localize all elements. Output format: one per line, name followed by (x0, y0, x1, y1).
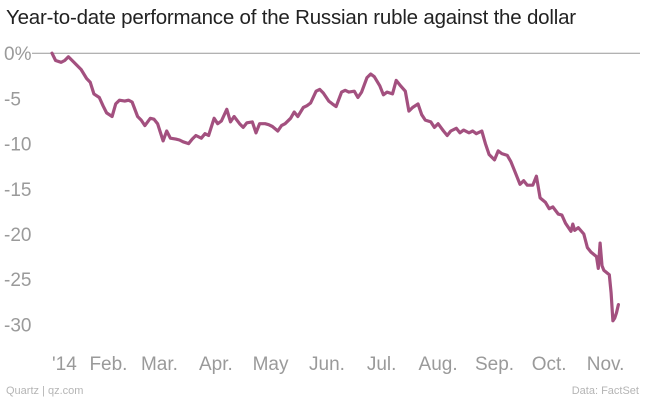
y-tick-label: -10 (4, 135, 31, 156)
footer-credit: Quartz | qz.com (6, 385, 84, 397)
x-axis-ticks: '14 Feb. Mar. Apr. May Jun. Jul. Aug. Sep. Oct. No… (52, 354, 624, 375)
ruble-performance-line (50, 51, 620, 323)
y-tick-label: -5 (4, 89, 21, 110)
x-tick-label: Sep. (475, 354, 514, 375)
chart-title: Year-to-date performance of the Russian … (6, 6, 576, 29)
x-tick-label: '14 (52, 354, 77, 375)
x-tick-label: Nov. (587, 354, 625, 375)
x-tick-label: Jun. (309, 354, 345, 375)
y-axis-ticks: 0% -5 -10 -15 -20 -25 -30 (4, 44, 32, 336)
x-tick-label: May (253, 354, 289, 375)
x-tick-label: Aug. (419, 354, 458, 375)
footer-source: Data: FactSet (571, 385, 639, 397)
y-tick-label: -30 (4, 315, 31, 336)
y-tick-label: -15 (4, 180, 31, 201)
y-tick-label: 0% (4, 44, 32, 65)
x-tick-label: Mar. (141, 354, 178, 375)
x-tick-label: Apr. (199, 354, 233, 375)
x-tick-label: Oct. (532, 354, 567, 375)
y-tick-label: -25 (4, 270, 31, 291)
y-tick-label: -20 (4, 225, 31, 246)
x-tick-label: Feb. (89, 354, 127, 375)
x-tick-label: Jul. (367, 354, 397, 375)
